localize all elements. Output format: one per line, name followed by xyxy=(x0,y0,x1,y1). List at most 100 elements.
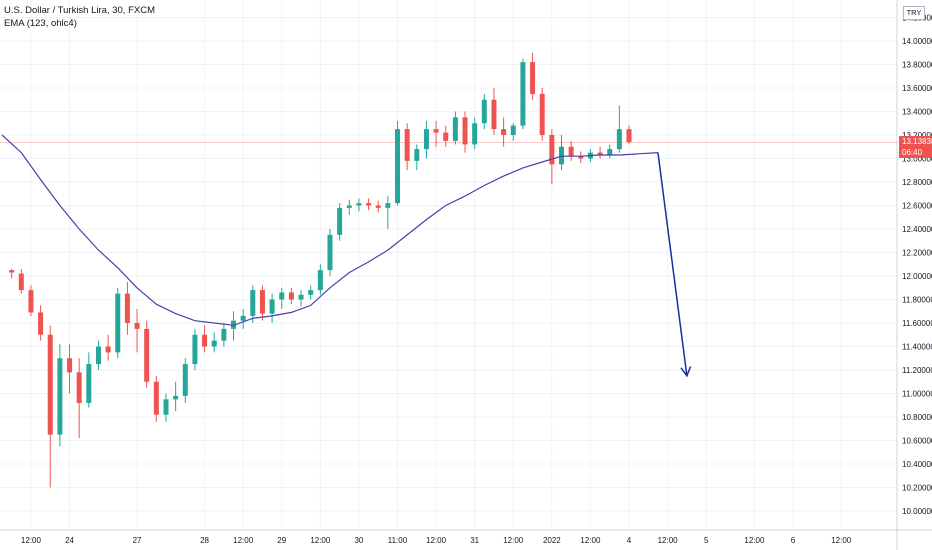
candle-body xyxy=(28,290,34,313)
y-tick-label: 11.00000 xyxy=(902,390,932,399)
y-tick-label: 12.60000 xyxy=(902,202,932,211)
x-tick-label: 12:00 xyxy=(503,536,524,545)
candle-body xyxy=(18,273,24,291)
candle-body xyxy=(568,146,574,157)
candle-body xyxy=(520,62,526,126)
candle-body xyxy=(549,135,555,165)
candle-body xyxy=(202,334,208,347)
y-tick-label: 13.60000 xyxy=(902,84,932,93)
candle-body xyxy=(240,315,246,321)
candle-body xyxy=(57,358,63,435)
y-tick-label: 13.00000 xyxy=(902,155,932,164)
candle-body xyxy=(317,270,323,291)
x-tick-label: 5 xyxy=(704,536,709,545)
candle-body xyxy=(356,203,362,206)
candle-body xyxy=(346,205,352,208)
candle-body xyxy=(510,125,516,135)
arrow-head xyxy=(680,366,692,378)
x-tick-label: 12:00 xyxy=(310,536,331,545)
candle-body xyxy=(221,328,227,341)
candle-body xyxy=(472,123,478,145)
x-tick-label: 12:00 xyxy=(658,536,679,545)
candle-body xyxy=(192,334,198,365)
y-tick-label: 13.20000 xyxy=(902,131,932,140)
candle-body xyxy=(423,129,429,150)
indicator-label: EMA (123, ohlc4) xyxy=(4,18,77,29)
candle-body xyxy=(530,62,536,94)
candle-body xyxy=(95,346,101,365)
x-tick-label: 12:00 xyxy=(233,536,254,545)
candle-body xyxy=(279,292,285,300)
candle-body xyxy=(173,395,179,400)
y-tick-label: 10.40000 xyxy=(902,460,932,469)
x-tick-label: 2022 xyxy=(543,536,561,545)
candle-body xyxy=(76,372,82,403)
candle-body xyxy=(153,381,159,415)
x-tick-label: 12:00 xyxy=(426,536,447,545)
candle-body xyxy=(539,93,545,135)
x-tick-label: 27 xyxy=(133,536,142,545)
y-tick-label: 13.40000 xyxy=(902,108,932,117)
candle-body xyxy=(182,364,188,396)
candle-body xyxy=(327,234,333,271)
x-tick-label: 24 xyxy=(65,536,74,545)
x-tick-label: 12:00 xyxy=(21,536,42,545)
candle-body xyxy=(443,132,449,141)
x-tick-label: 12:00 xyxy=(744,536,765,545)
y-tick-label: 14.00000 xyxy=(902,37,932,46)
x-tick-label: 11:00 xyxy=(388,536,408,545)
candle-body xyxy=(86,364,92,403)
candle-body xyxy=(433,129,439,133)
current-price-label: 13.13838 06:40 xyxy=(899,136,932,158)
y-tick-label: 12.80000 xyxy=(902,178,932,187)
x-tick-label: 30 xyxy=(354,536,363,545)
x-tick-label: 31 xyxy=(470,536,479,545)
candle-body xyxy=(578,156,584,159)
y-tick-label: 12.20000 xyxy=(902,249,932,258)
chart-legend: U.S. Dollar / Turkish Lira, 30, FXCM EMA… xyxy=(4,4,155,30)
symbol-label: U.S. Dollar / Turkish Lira, 30, FXCM xyxy=(4,5,155,16)
y-tick-label: 11.60000 xyxy=(902,319,932,328)
candle-body xyxy=(38,312,44,335)
candle-body xyxy=(163,399,169,415)
candle-body xyxy=(404,129,410,161)
candle-body xyxy=(414,149,420,161)
candle-body xyxy=(366,203,372,206)
candle-body xyxy=(395,129,401,204)
candle-body xyxy=(481,99,487,124)
candle-body xyxy=(269,299,275,314)
y-tick-label: 11.80000 xyxy=(902,296,932,305)
candle-body xyxy=(250,290,256,316)
y-tick-label: 12.40000 xyxy=(902,225,932,234)
candle-body xyxy=(452,117,458,141)
currency-button[interactable]: TRY xyxy=(903,6,925,20)
countdown-value: 06:40 xyxy=(902,148,923,157)
candle-body xyxy=(211,340,217,347)
candle-body xyxy=(337,207,343,235)
y-tick-label: 11.20000 xyxy=(902,366,932,375)
candle-body xyxy=(558,146,564,165)
x-tick-label: 4 xyxy=(627,536,632,545)
candle-body xyxy=(134,323,140,329)
x-tick-label: 29 xyxy=(277,536,286,545)
y-tick-label: 10.20000 xyxy=(902,484,932,493)
candle-body xyxy=(308,290,314,295)
candle-body xyxy=(288,292,294,300)
candle-body xyxy=(462,117,468,145)
x-tick-label: 12:00 xyxy=(831,536,852,545)
candle-body xyxy=(144,328,150,382)
y-tick-label: 11.40000 xyxy=(902,343,932,352)
candle-body xyxy=(124,293,130,323)
candle-body xyxy=(607,149,613,155)
candle-body xyxy=(491,99,497,130)
candle-body xyxy=(115,293,121,353)
candle-body xyxy=(9,270,15,273)
candle-body xyxy=(375,205,381,208)
y-tick-label: 10.60000 xyxy=(902,437,932,446)
y-tick-label: 13.80000 xyxy=(902,61,932,70)
candle-body xyxy=(259,290,265,314)
current-price-value: 13.13838 xyxy=(902,137,932,146)
y-tick-label: 10.80000 xyxy=(902,413,932,422)
x-tick-label: 6 xyxy=(791,536,796,545)
